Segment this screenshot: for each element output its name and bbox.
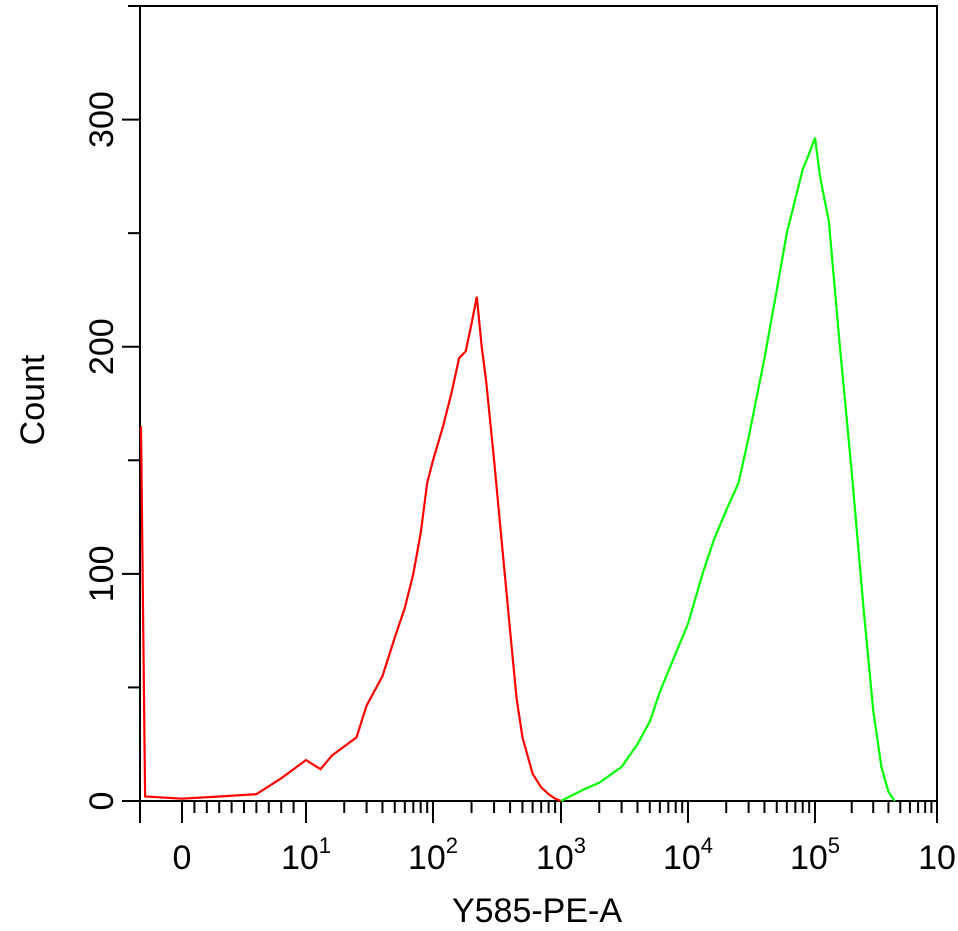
y-axis-title: Count bbox=[14, 354, 52, 445]
series-layer bbox=[139, 137, 896, 803]
x-axis-title: Y585-PE-A bbox=[452, 892, 622, 930]
y-tick-label: 200 bbox=[83, 318, 121, 375]
y-tick-label: 100 bbox=[83, 545, 121, 602]
y-axis: 0 100 200 300 bbox=[83, 5, 140, 811]
x-tick-label: 104 bbox=[663, 833, 713, 877]
x-tick-label: 103 bbox=[536, 833, 586, 877]
x-tick-label: 102 bbox=[408, 833, 458, 877]
series-line-1 bbox=[139, 296, 562, 803]
x-axis: 0 101 102 103 104 105 10 bbox=[139, 801, 956, 877]
x-tick-label: 10 bbox=[918, 839, 956, 877]
x-tick-label: 0 bbox=[173, 839, 192, 877]
x-tick-label: 105 bbox=[790, 833, 840, 877]
y-tick-label: 0 bbox=[83, 792, 121, 811]
plot-frame bbox=[139, 5, 938, 802]
x-tick-label: 101 bbox=[281, 833, 331, 877]
series-line-2 bbox=[560, 137, 896, 802]
y-tick-label: 300 bbox=[83, 91, 121, 148]
